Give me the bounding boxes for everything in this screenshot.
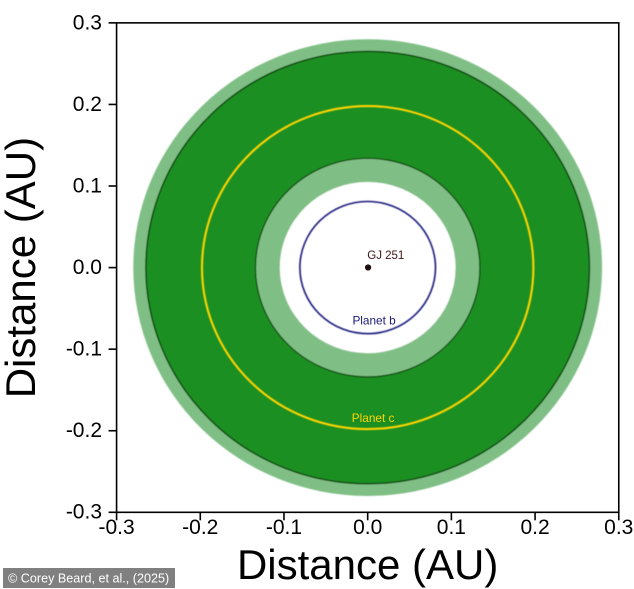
svg-text:GJ 251: GJ 251 xyxy=(367,250,404,262)
svg-text:-0.2: -0.2 xyxy=(66,419,102,442)
svg-text:0.2: 0.2 xyxy=(520,516,549,539)
svg-text:Planet c: Planet c xyxy=(352,411,395,425)
svg-text:0.2: 0.2 xyxy=(73,93,102,116)
svg-text:© Corey Beard, et al., (2025): © Corey Beard, et al., (2025) xyxy=(8,571,169,585)
svg-text:0.1: 0.1 xyxy=(73,175,102,198)
svg-text:0.1: 0.1 xyxy=(437,516,466,539)
svg-text:-0.3: -0.3 xyxy=(98,516,134,539)
svg-text:-0.1: -0.1 xyxy=(66,338,102,361)
svg-text:Distance (AU): Distance (AU) xyxy=(0,137,44,398)
svg-text:0.3: 0.3 xyxy=(604,516,633,539)
svg-text:0.0: 0.0 xyxy=(73,256,102,279)
svg-text:Distance (AU): Distance (AU) xyxy=(237,541,498,588)
svg-text:0.0: 0.0 xyxy=(353,516,382,539)
svg-text:Planet b: Planet b xyxy=(352,313,396,327)
svg-text:-0.1: -0.1 xyxy=(266,516,302,539)
svg-text:-0.3: -0.3 xyxy=(66,501,102,524)
svg-text:-0.2: -0.2 xyxy=(182,516,218,539)
svg-text:0.3: 0.3 xyxy=(73,12,102,35)
